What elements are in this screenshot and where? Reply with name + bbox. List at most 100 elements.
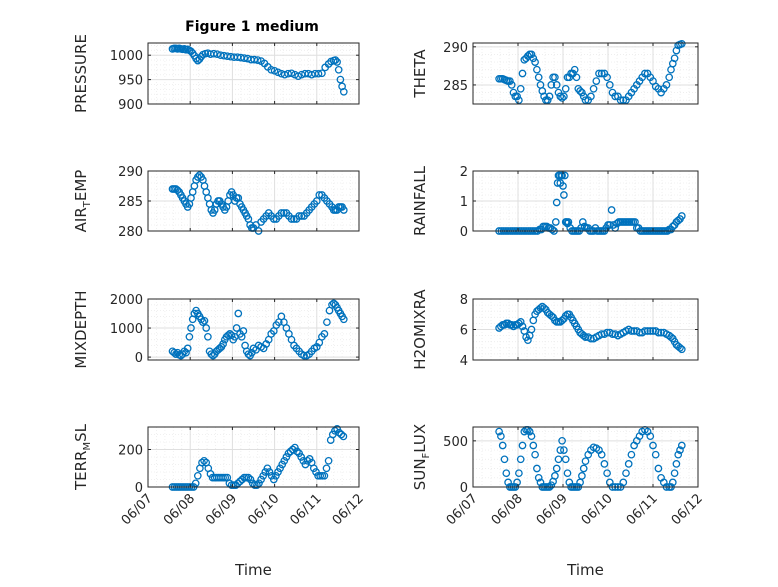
y-axis-label: PRESSURE (72, 34, 90, 113)
data-point (293, 447, 301, 456)
data-point (259, 471, 268, 480)
data-point (527, 325, 536, 334)
x-tick-label: 06/07 (119, 491, 156, 528)
data-point (303, 456, 312, 465)
axes-box (472, 426, 699, 488)
data-point (244, 473, 253, 482)
data-point (646, 327, 655, 335)
data-point (563, 469, 572, 478)
data-point (677, 39, 686, 48)
data-point (608, 330, 617, 338)
data-point (543, 96, 552, 105)
y-tick-label: 290 (118, 165, 143, 180)
data-point (561, 455, 570, 464)
data-point (551, 73, 559, 82)
data-point (198, 458, 206, 467)
data-point (516, 318, 525, 326)
data-point (193, 471, 202, 480)
x-axis-label: Time (234, 561, 272, 579)
y-tick-label: 8 (460, 293, 468, 308)
data-point (506, 77, 514, 85)
data-point (581, 333, 590, 341)
data-point (670, 469, 679, 478)
data-point (318, 69, 326, 78)
axes-box (147, 42, 360, 105)
data-point (603, 328, 611, 337)
y-tick-label: 290 (443, 41, 468, 56)
y-axis-label: THETA (411, 49, 429, 99)
data-point (219, 340, 227, 348)
data-point (603, 73, 611, 82)
data-point (654, 464, 663, 473)
data-point (552, 81, 561, 89)
data-point (560, 446, 568, 454)
data-point (331, 56, 340, 64)
x-tick-label: 06/08 (161, 491, 198, 528)
subplot-7: 0 200 TERRMSL 06/07 06/08 06/09 06/10 06/11 06/1… (72, 423, 367, 579)
y-axis-label: SUNFLUX (411, 424, 432, 490)
data-point (305, 455, 314, 463)
y-tick-label: 6 (460, 324, 468, 339)
data-point (282, 453, 291, 461)
y-tick-label: 285 (118, 195, 143, 210)
data-point (646, 432, 655, 441)
data-point (587, 334, 595, 343)
data-point (611, 92, 620, 101)
data-point (185, 332, 194, 341)
x-tick-label: 06/09 (203, 491, 240, 528)
data-point (320, 330, 329, 338)
y-tick-label: 1000 (110, 322, 143, 337)
data-point (547, 311, 556, 320)
data-point (676, 343, 684, 352)
data-point (284, 449, 293, 458)
data-point (272, 471, 280, 480)
data-point (662, 81, 671, 89)
data-point (605, 81, 614, 89)
data-point (552, 464, 561, 473)
data-point (518, 69, 527, 78)
data-point (670, 54, 679, 63)
data-point (559, 182, 567, 190)
data-point (561, 311, 570, 320)
series-markers (495, 302, 686, 354)
data-point (622, 469, 630, 478)
subplot-2: 285 290 THETA (411, 39, 699, 105)
data-point (502, 469, 511, 478)
data-point (627, 450, 636, 459)
data-point (274, 468, 282, 476)
y-axis-label: MIXDEPTH (72, 290, 90, 368)
data-point (200, 456, 208, 465)
data-point (333, 425, 341, 433)
data-point (558, 171, 566, 180)
axes-box (472, 42, 699, 105)
data-point (516, 455, 525, 464)
data-point (280, 70, 289, 79)
y-tick-label: 2000 (110, 293, 143, 308)
data-point (560, 191, 568, 199)
axes-box (147, 426, 360, 488)
data-point (520, 427, 529, 436)
series-markers (168, 299, 348, 360)
data-point (654, 328, 663, 337)
data-point (672, 460, 681, 468)
data-point (278, 460, 287, 469)
data-point (277, 209, 286, 217)
data-point (579, 464, 588, 473)
data-point (578, 472, 586, 480)
data-point (518, 441, 527, 450)
data-point (297, 453, 306, 461)
data-point (548, 225, 557, 234)
y-tick-label: 200 (118, 444, 143, 459)
data-point (578, 218, 587, 226)
data-point (576, 87, 584, 95)
series-markers (495, 39, 686, 105)
series-markers (168, 44, 348, 96)
data-point (592, 77, 601, 85)
y-axis-label: TERRMSL (72, 423, 93, 491)
y-tick-label: 4 (460, 354, 468, 369)
data-point (253, 481, 261, 489)
data-point (677, 212, 686, 220)
y-tick-label: 900 (118, 98, 143, 113)
data-point (587, 92, 595, 101)
